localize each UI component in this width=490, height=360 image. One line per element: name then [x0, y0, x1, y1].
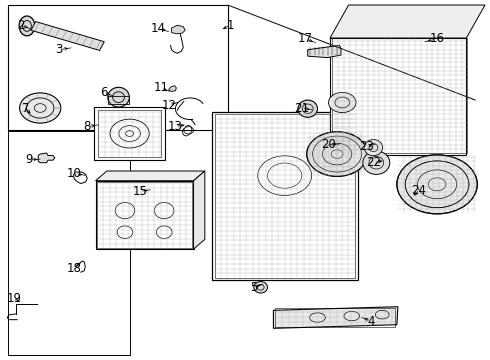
- Bar: [108, 96, 129, 104]
- Circle shape: [397, 155, 477, 214]
- Polygon shape: [194, 171, 205, 249]
- Bar: [8, 5, 228, 130]
- Ellipse shape: [108, 87, 129, 107]
- Text: 18: 18: [67, 262, 82, 275]
- Text: 15: 15: [132, 185, 147, 198]
- Text: 23: 23: [359, 140, 374, 153]
- Circle shape: [20, 93, 61, 123]
- Text: 13: 13: [168, 120, 183, 133]
- Text: 6: 6: [100, 86, 108, 99]
- Bar: [97, 182, 192, 248]
- Bar: [98, 110, 161, 157]
- Polygon shape: [31, 22, 104, 50]
- Polygon shape: [96, 171, 205, 181]
- Circle shape: [328, 93, 356, 113]
- Text: 12: 12: [162, 99, 176, 112]
- Bar: [332, 38, 467, 153]
- Circle shape: [307, 132, 368, 176]
- Text: 10: 10: [67, 167, 82, 180]
- Text: 21: 21: [294, 102, 309, 114]
- Text: 7: 7: [22, 102, 29, 114]
- Polygon shape: [330, 5, 485, 38]
- Ellipse shape: [364, 140, 383, 156]
- Text: 20: 20: [321, 138, 336, 151]
- Text: 17: 17: [297, 32, 312, 45]
- Text: 19: 19: [6, 292, 21, 305]
- Bar: [212, 112, 358, 280]
- Polygon shape: [308, 45, 341, 58]
- Bar: [8, 131, 130, 355]
- Text: 14: 14: [150, 22, 165, 35]
- Polygon shape: [172, 25, 185, 34]
- Text: 9: 9: [25, 153, 33, 166]
- Bar: [94, 107, 165, 160]
- Polygon shape: [330, 38, 466, 155]
- Bar: [275, 308, 395, 327]
- Text: 5: 5: [250, 281, 258, 294]
- Ellipse shape: [254, 282, 268, 293]
- Polygon shape: [273, 307, 398, 328]
- Text: 4: 4: [368, 315, 375, 328]
- Text: 24: 24: [412, 184, 426, 197]
- Text: 1: 1: [226, 19, 234, 32]
- Ellipse shape: [19, 16, 35, 36]
- Bar: [215, 114, 355, 278]
- Text: 11: 11: [153, 81, 168, 94]
- Ellipse shape: [363, 151, 390, 174]
- Text: 22: 22: [366, 156, 381, 169]
- Polygon shape: [96, 181, 194, 249]
- Text: 3: 3: [55, 43, 63, 56]
- Ellipse shape: [298, 100, 318, 117]
- Text: 8: 8: [83, 120, 91, 133]
- Text: 16: 16: [430, 32, 444, 45]
- Polygon shape: [169, 86, 176, 91]
- Polygon shape: [38, 153, 55, 163]
- Text: 2: 2: [17, 19, 24, 32]
